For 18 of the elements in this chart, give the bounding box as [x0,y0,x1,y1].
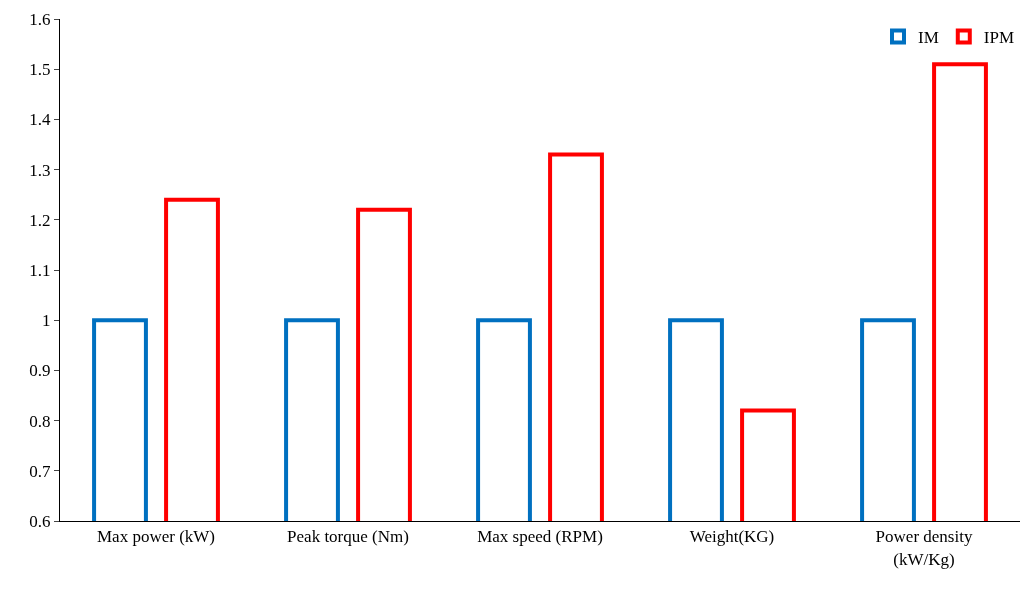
x-tick-label: Weight(KG) [689,527,775,547]
x-tick-label: Peak torque (Nm) [287,527,409,547]
y-tick-label: 1.2 [29,210,51,230]
y-tick-label: 1 [42,311,51,331]
x-tick-label: Power density (kW/Kg) [875,527,973,569]
y-tick-label: 1.1 [29,260,51,280]
legend-label: IPM [983,28,1015,48]
x-tick-label: Max speed (RPM) [477,527,603,547]
y-tick-label: 1.5 [29,60,51,80]
y-tick-label: 1.4 [29,110,52,130]
y-tick-label: 1.6 [29,9,51,29]
y-tick-label: 0.9 [29,361,51,381]
legend-label: IM [918,28,939,48]
x-tick-label: Max power (kW) [96,527,216,547]
y-tick-label: 0.6 [29,511,51,531]
y-tick-label: 1.3 [29,160,51,180]
y-tick-label: 0.8 [29,411,51,431]
y-tick-label: 0.7 [29,461,52,481]
